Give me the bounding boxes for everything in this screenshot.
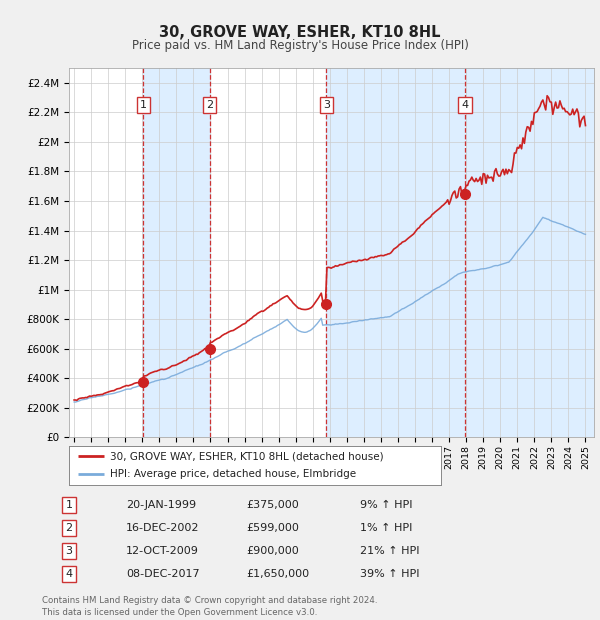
Text: 1% ↑ HPI: 1% ↑ HPI xyxy=(360,523,412,533)
Text: 08-DEC-2017: 08-DEC-2017 xyxy=(126,569,200,579)
Text: £599,000: £599,000 xyxy=(246,523,299,533)
Text: Contains HM Land Registry data © Crown copyright and database right 2024.
This d: Contains HM Land Registry data © Crown c… xyxy=(42,596,377,617)
Text: 9% ↑ HPI: 9% ↑ HPI xyxy=(360,500,413,510)
Text: 4: 4 xyxy=(65,569,73,579)
Text: 30, GROVE WAY, ESHER, KT10 8HL: 30, GROVE WAY, ESHER, KT10 8HL xyxy=(159,25,441,40)
Text: HPI: Average price, detached house, Elmbridge: HPI: Average price, detached house, Elmb… xyxy=(110,469,356,479)
Text: 2: 2 xyxy=(65,523,73,533)
Text: Price paid vs. HM Land Registry's House Price Index (HPI): Price paid vs. HM Land Registry's House … xyxy=(131,39,469,52)
Text: 3: 3 xyxy=(65,546,73,556)
Text: 16-DEC-2002: 16-DEC-2002 xyxy=(126,523,199,533)
Bar xyxy=(326,68,594,437)
Text: £1,650,000: £1,650,000 xyxy=(246,569,309,579)
Text: 1: 1 xyxy=(140,100,146,110)
Text: 4: 4 xyxy=(461,100,469,110)
Text: 20-JAN-1999: 20-JAN-1999 xyxy=(126,500,196,510)
Text: 2: 2 xyxy=(206,100,214,110)
Text: 39% ↑ HPI: 39% ↑ HPI xyxy=(360,569,419,579)
Text: £375,000: £375,000 xyxy=(246,500,299,510)
Text: £900,000: £900,000 xyxy=(246,546,299,556)
Text: 3: 3 xyxy=(323,100,330,110)
Text: 30, GROVE WAY, ESHER, KT10 8HL (detached house): 30, GROVE WAY, ESHER, KT10 8HL (detached… xyxy=(110,451,383,461)
Text: 12-OCT-2009: 12-OCT-2009 xyxy=(126,546,199,556)
Text: 1: 1 xyxy=(65,500,73,510)
Text: 21% ↑ HPI: 21% ↑ HPI xyxy=(360,546,419,556)
Bar xyxy=(143,68,210,437)
